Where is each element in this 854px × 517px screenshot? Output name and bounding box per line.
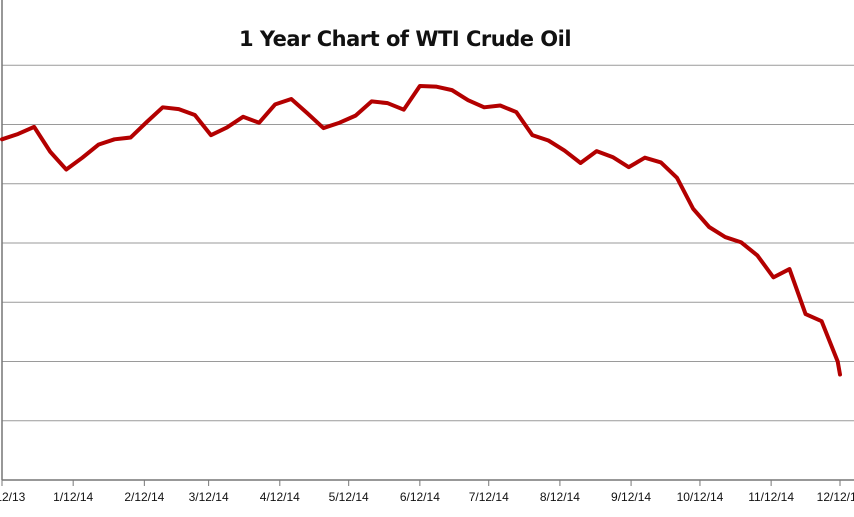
x-tick-label: 7/12/14 <box>469 490 509 504</box>
x-tick-label: 3/12/14 <box>189 490 229 504</box>
x-tick-label: 1/12/14 <box>53 490 93 504</box>
x-tick-label: 6/12/14 <box>400 490 440 504</box>
x-tick-label: 12/12/14 <box>817 490 854 504</box>
x-tick-label: 4/12/14 <box>260 490 300 504</box>
x-tick-label: 10/12/14 <box>677 490 724 504</box>
price-line <box>0 83 842 377</box>
x-tick-label: 2/12/14 <box>124 490 164 504</box>
chart-title: 1 Year Chart of WTI Crude Oil <box>239 27 571 51</box>
x-tick-label: 12/12/13 <box>0 490 26 504</box>
x-tick-label: 9/12/14 <box>611 490 651 504</box>
x-tick-label: 5/12/14 <box>329 490 369 504</box>
x-tick-label: 8/12/14 <box>540 490 580 504</box>
x-tick-label: 11/12/14 <box>748 490 794 504</box>
